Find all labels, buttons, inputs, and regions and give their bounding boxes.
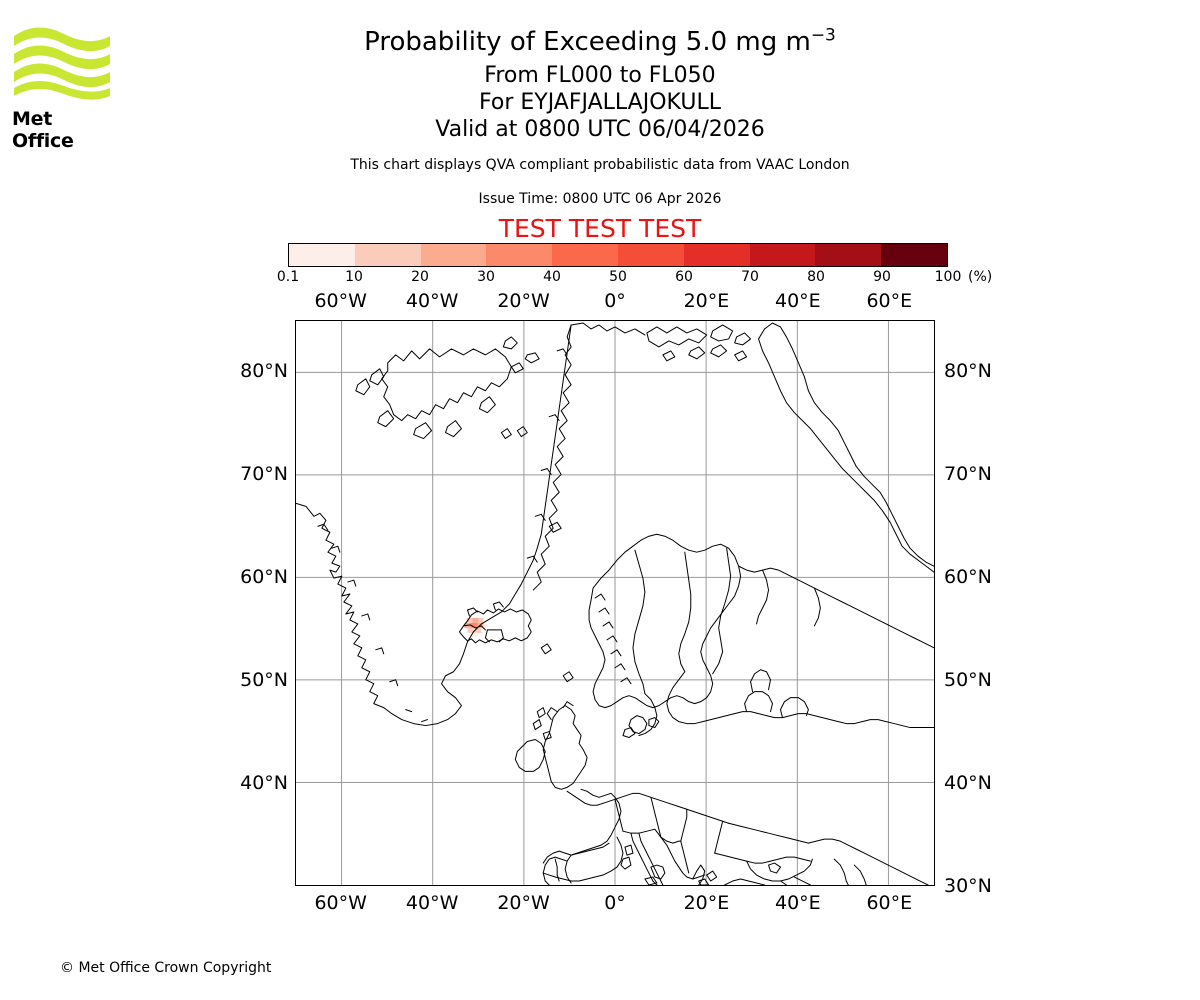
lon-label-bottom-40°W: 40°W [405,892,459,914]
map-svg [296,321,934,885]
map-plot-area [295,320,935,886]
colorbar-tick-0.1: 0.1 [276,269,300,285]
colorbar-tick-10: 10 [345,269,363,285]
colorbar-tick-90: 90 [873,269,891,285]
lon-label-top-0°: 0° [604,290,626,312]
lat-label-right-60°N: 60°N [944,566,992,589]
page-title-text: Probability of Exceeding 5.0 mg m [364,27,811,57]
page-title: Probability of Exceeding 5.0 mg m−3 [115,26,1085,58]
colorbar-tick-labels: 0.1 10 20 30 40 50 60 70 80 90 100 [277,269,962,289]
lon-label-bottom-20°W: 20°W [497,892,550,914]
colorbar-tick-40: 40 [543,269,561,285]
colorbar-segment-4 [552,244,618,266]
lon-label-bottom-60°W: 60°W [314,892,367,914]
lon-label-top-20°W: 20°W [497,290,550,312]
colorbar-segment-0 [289,244,355,266]
lat-label-left-70°N: 70°N [240,463,288,486]
colorbar-segment-3 [486,244,553,266]
lon-label-bottom-20°E: 20°E [683,892,730,914]
lat-label-right-40°N: 40°N [944,772,992,795]
colorbar-tick-80: 80 [807,269,825,285]
lon-label-top-40°W: 40°W [405,290,459,312]
lat-label-left-60°N: 60°N [240,566,288,589]
colorbar-tick-70: 70 [741,269,759,285]
lon-label-top-20°E: 20°E [683,290,730,312]
volcano-subtitle: For EYJAFJALLAJOKULL [479,90,721,115]
met-office-logo-text: Met Office [12,108,74,152]
lat-label-right-80°N: 80°N [944,360,992,383]
test-banner: TEST TEST TEST [498,214,702,243]
qva-note: This chart displays QVA compliant probab… [350,157,850,173]
colorbar-tick-60: 60 [675,269,693,285]
lon-label-bottom-40°E: 40°E [775,892,821,914]
colorbar-segment-7 [749,244,816,266]
lat-label-left-50°N: 50°N [240,669,288,692]
flight-level-subtitle: From FL000 to FL050 [484,63,716,88]
met-office-wave-icon [14,27,110,100]
lat-label-right-70°N: 70°N [944,463,992,486]
copyright-footer: © Met Office Crown Copyright [60,960,272,976]
lat-label-left-80°N: 80°N [240,360,288,383]
lat-label-right-50°N: 50°N [944,669,992,692]
colorbar-segment-5 [617,244,684,266]
colorbar-gradient [288,243,948,267]
lat-label-right-30°N: 30°N [944,875,992,897]
colorbar-segment-2 [420,244,487,266]
colorbar-tick-50: 50 [609,269,627,285]
lon-label-top-60°W: 60°W [314,290,367,312]
colorbar-segment-8 [815,244,882,266]
issue-time: Issue Time: 0800 UTC 06 Apr 2026 [478,191,722,207]
valid-time-subtitle: Valid at 0800 UTC 06/04/2026 [435,117,765,142]
colorbar-tick-20: 20 [411,269,429,285]
lon-label-top-40°E: 40°E [775,290,821,312]
map-coastlines [296,322,934,885]
lon-label-top-60°E: 60°E [866,290,913,312]
lat-label-left-40°N: 40°N [240,772,288,795]
met-office-logo: Met Office [12,22,112,152]
lon-label-bottom-60°E: 60°E [866,892,913,914]
page-title-exponent: −3 [810,25,836,46]
colorbar-unit-label: (%) [968,269,993,285]
colorbar-segment-6 [683,244,750,266]
colorbar-tick-100: 100 [934,269,962,285]
colorbar-segment-1 [354,244,421,266]
colorbar-tick-30: 30 [477,269,495,285]
colorbar-segment-9 [881,244,947,266]
colorbar: 0.1 10 20 30 40 50 60 70 80 90 100 [277,243,961,285]
lon-label-bottom-0°: 0° [604,892,626,914]
